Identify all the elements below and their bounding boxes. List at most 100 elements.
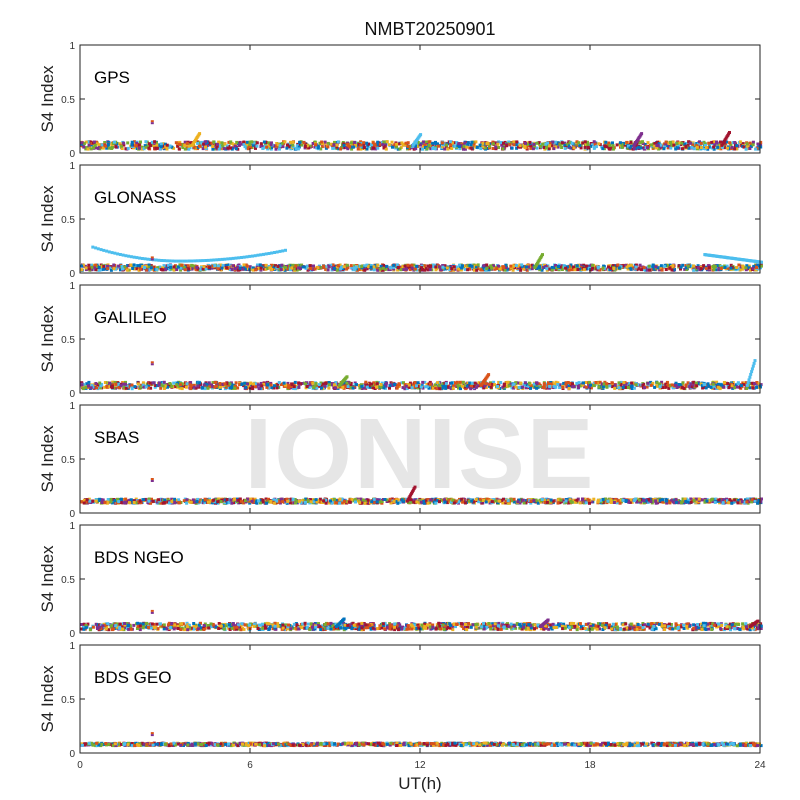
- data-point: [210, 141, 214, 145]
- data-point: [722, 385, 726, 389]
- data-point: [610, 381, 614, 385]
- data-point: [556, 383, 560, 386]
- data-point: [646, 141, 650, 145]
- data-point: [554, 264, 557, 267]
- data-point: [681, 147, 684, 151]
- data-point: [585, 266, 589, 270]
- data-point: [117, 264, 121, 268]
- data-point: [354, 144, 358, 147]
- data-point: [388, 384, 392, 388]
- data-point: [376, 140, 380, 144]
- data-point: [165, 383, 169, 386]
- data-point: [221, 383, 225, 386]
- data-point: [527, 381, 531, 385]
- data-point: [217, 258, 221, 262]
- data-point: [362, 264, 366, 268]
- data-point: [681, 497, 685, 501]
- data-point: [518, 263, 522, 267]
- data-point: [141, 381, 145, 385]
- data-point: [86, 140, 90, 144]
- data-point: [492, 380, 496, 384]
- data-point: [532, 382, 536, 386]
- data-point: [390, 499, 394, 503]
- data-point: [628, 146, 632, 150]
- data-point: [458, 147, 462, 151]
- data-point: [699, 146, 703, 149]
- data-point: [135, 267, 139, 271]
- data-point: [213, 380, 217, 384]
- data-point: [461, 384, 464, 388]
- data-point: [726, 146, 729, 150]
- data-point: [97, 268, 101, 272]
- data-point: [582, 263, 586, 267]
- data-point: [369, 264, 373, 267]
- data-point: [543, 147, 547, 151]
- data-point: [463, 141, 467, 145]
- data-point: [346, 266, 350, 270]
- data-point: [692, 147, 696, 151]
- data-point: [384, 384, 388, 388]
- data-point: [596, 266, 600, 270]
- data-point: [537, 141, 541, 145]
- data-point: [218, 267, 222, 271]
- data-point: [715, 140, 718, 144]
- data-point: [655, 384, 659, 388]
- data-point: [184, 259, 188, 263]
- data-point: [550, 144, 554, 148]
- data-point: [185, 146, 189, 150]
- data-point: [702, 264, 706, 268]
- data-point: [121, 382, 125, 386]
- data-point: [277, 147, 281, 151]
- data-point: [545, 144, 549, 148]
- data-point: [378, 267, 382, 271]
- data-point: [395, 386, 399, 390]
- data-point: [735, 147, 739, 151]
- data-point: [683, 142, 687, 146]
- data-point: [317, 383, 321, 387]
- data-point: [440, 386, 444, 390]
- data-point: [755, 266, 758, 269]
- data-point: [515, 140, 519, 144]
- data-point: [94, 263, 98, 267]
- data-point: [345, 375, 349, 379]
- data-point: [147, 142, 151, 146]
- data-point: [496, 142, 500, 146]
- data-point: [153, 140, 157, 144]
- data-point: [590, 384, 594, 388]
- data-point: [289, 268, 292, 272]
- data-point: [565, 265, 569, 269]
- data-point: [556, 381, 560, 385]
- data-point: [677, 383, 681, 386]
- data-point: [670, 383, 674, 387]
- data-point: [353, 140, 357, 144]
- data-point: [717, 268, 721, 272]
- data-point: [281, 145, 285, 149]
- data-point: [136, 382, 140, 386]
- data-point: [434, 265, 438, 269]
- data-point: [716, 382, 720, 386]
- data-point: [251, 387, 255, 391]
- data-point: [324, 382, 328, 385]
- data-point: [161, 268, 165, 272]
- data-point: [455, 265, 459, 269]
- data-point: [103, 141, 107, 144]
- data-point: [483, 146, 487, 150]
- data-point: [228, 266, 232, 269]
- data-point: [183, 147, 187, 151]
- data-point: [687, 140, 691, 144]
- data-point: [97, 143, 101, 147]
- data-point: [650, 143, 654, 147]
- data-point: [331, 263, 335, 267]
- data-point: [291, 140, 295, 144]
- data-point: [367, 142, 371, 146]
- data-point: [405, 387, 409, 390]
- data-point: [500, 143, 504, 147]
- data-point: [235, 386, 239, 390]
- data-point: [560, 141, 564, 145]
- data-point: [589, 268, 593, 272]
- data-point: [210, 264, 214, 268]
- data-point: [241, 267, 245, 271]
- data-point: [339, 267, 343, 271]
- data-point: [544, 265, 548, 268]
- data-point: [397, 142, 401, 146]
